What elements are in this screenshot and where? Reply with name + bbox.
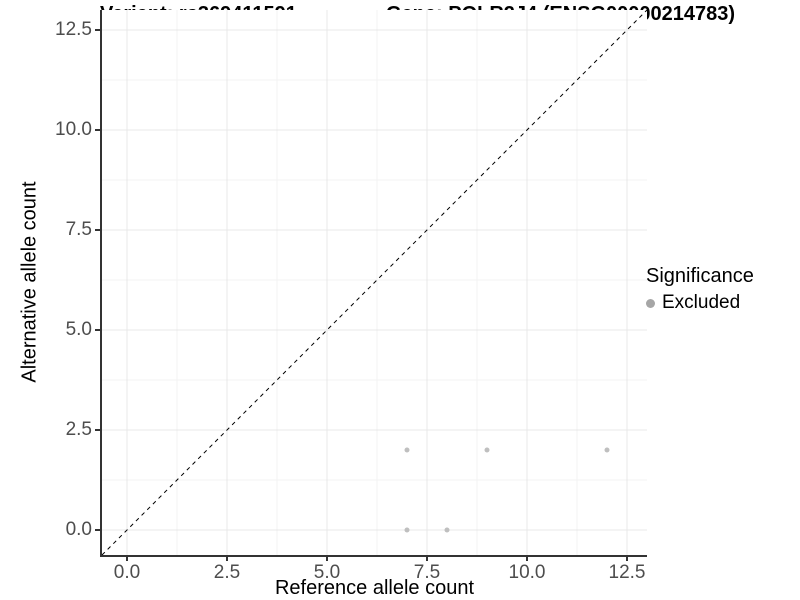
legend-item-label: Excluded [662,292,741,313]
y-tick-label: 0.0 [65,519,92,540]
y-tick-mark [95,529,101,531]
x-tick-mark [426,555,428,561]
legend-point-icon [646,298,655,308]
x-axis-title: Reference allele count [274,577,474,599]
y-tick-label: 10.0 [55,119,92,140]
y-tick-label: 7.5 [65,219,92,240]
y-tick-label: 12.5 [55,19,92,40]
y-tick-mark [95,129,101,131]
y-tick-mark [95,429,101,431]
data-point [604,447,610,453]
data-point [404,447,410,453]
plot-panel [101,9,648,556]
x-tick-label: 7.5 [413,562,441,583]
x-tick-mark [126,555,128,561]
plot-canvas [101,9,648,556]
data-point [444,527,450,533]
y-tick-mark [95,329,101,331]
x-tick-mark [226,555,228,561]
y-tick-label: 5.0 [65,319,92,340]
x-tick-mark [526,555,528,561]
x-tick-mark [326,555,328,561]
identity-line [101,9,648,556]
x-tick-label: 10.0 [508,562,546,583]
x-axis-line [100,555,647,557]
y-axis-title: Alternative allele count [18,181,41,383]
x-tick-label: 0.0 [113,562,141,583]
x-tick-label: 5.0 [313,562,341,583]
data-point [404,527,410,533]
y-tick-mark [95,29,101,31]
x-tick-label: 2.5 [213,562,241,583]
legend-title: Significance [646,265,754,287]
x-tick-mark [626,555,628,561]
legend: Significance Excluded [646,265,754,314]
data-point [484,447,490,453]
x-tick-label: 12.5 [608,562,646,583]
y-axis-line [100,10,102,557]
y-tick-label: 2.5 [65,419,92,440]
legend-item-excluded: Excluded [646,292,754,314]
y-tick-mark [95,229,101,231]
